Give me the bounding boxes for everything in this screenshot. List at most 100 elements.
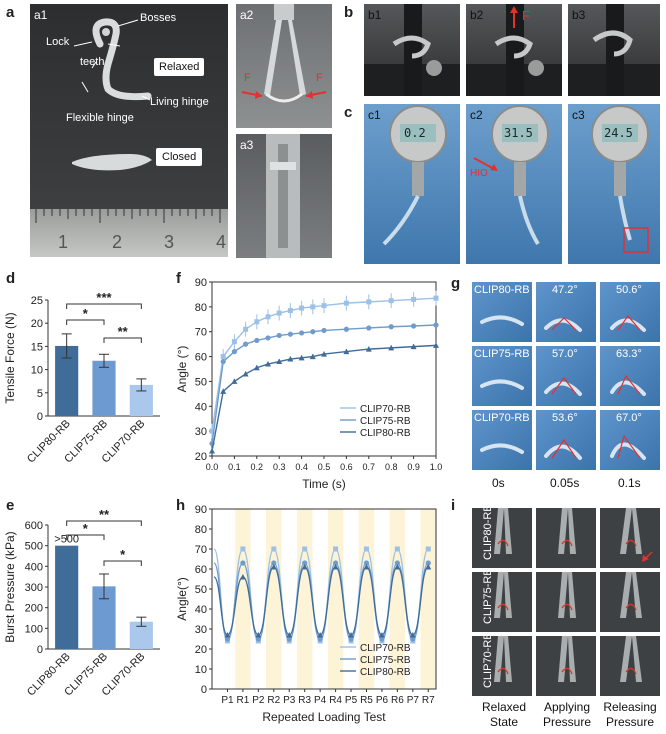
sub-label-a1: a1 — [34, 8, 48, 22]
photo-c3: c3 24.5 — [568, 104, 660, 264]
data-point — [220, 388, 227, 394]
photo-b2: b2 F — [466, 4, 562, 96]
significance-bracket — [66, 319, 105, 325]
data-point — [286, 636, 292, 642]
significance-bracket — [103, 560, 142, 566]
data-point — [255, 632, 262, 638]
y-tick-label: 20 — [195, 644, 207, 656]
g-angle-1-1: 57.0° — [552, 348, 578, 360]
data-point — [231, 349, 237, 355]
y-tick-label: 40 — [195, 604, 207, 616]
data-point — [243, 341, 249, 347]
data-point — [287, 331, 293, 337]
data-point — [231, 378, 238, 384]
g-cell-0-0 — [472, 282, 532, 342]
data-point — [240, 560, 246, 566]
data-point — [366, 325, 372, 331]
data-point — [253, 364, 260, 371]
panel-label-f: f — [176, 270, 181, 287]
panel-label-i: i — [451, 497, 456, 514]
data-point — [240, 546, 246, 552]
force-label-right: F — [316, 72, 323, 84]
data-point — [287, 308, 293, 314]
panel-g-grid: CLIP80-RB 47.2° 50.6° CLIP75-RB 57.0° 63… — [472, 282, 662, 492]
data-point — [425, 560, 431, 566]
y-tick-label: 0 — [37, 644, 43, 656]
data-point — [301, 564, 308, 570]
x-tick-label: 0.8 — [385, 462, 398, 472]
g-angle-1-2: 63.3° — [616, 348, 642, 360]
g-cell-2-2 — [600, 410, 660, 470]
data-point — [394, 546, 400, 552]
clip-illustration — [72, 18, 152, 171]
y-tick-label: 50 — [195, 584, 207, 596]
y-tick-label: 600 — [25, 520, 43, 532]
y-tick-label: 200 — [25, 603, 43, 615]
y-tick-label: 30 — [195, 426, 207, 438]
y-tick-label: 80 — [195, 302, 207, 314]
y-tick-label: 30 — [195, 624, 207, 636]
g-angle-0-1: 47.2° — [552, 284, 578, 296]
forceps-a2 — [241, 4, 327, 103]
label-lock: Lock — [46, 36, 70, 48]
ruler — [30, 209, 228, 257]
x-tick-label: 0.2 — [251, 462, 264, 472]
data-point — [276, 358, 283, 365]
g-clip-overlays — [480, 315, 646, 460]
x-tick-label: 0.1 — [228, 462, 241, 472]
sub-label-b3: b3 — [572, 8, 586, 22]
panel-label-e: e — [6, 497, 15, 514]
plot-frame — [211, 508, 437, 690]
data-point — [243, 326, 249, 332]
data-point — [433, 322, 439, 328]
data-point — [410, 343, 417, 350]
photo-c2: c2 31.5 HIO — [466, 104, 562, 264]
i-row-label-1: CLIP75-RB — [482, 568, 494, 624]
shaded-band — [327, 509, 344, 689]
gauge-c2 — [473, 105, 549, 246]
data-point — [254, 337, 260, 344]
data-point — [321, 351, 327, 357]
data-point — [220, 358, 226, 365]
panel-label-d: d — [6, 270, 16, 287]
data-point — [309, 353, 316, 360]
x-axis-label: Time (s) — [302, 477, 346, 491]
chart-angle-vs-time: 20 30 40 50 60 70 80 90 0.0 0.1 0.2 0.3 0.4 0.5 0.6 0.7… — [175, 277, 442, 491]
x-tick-label: R3 — [298, 695, 311, 706]
data-point — [411, 296, 417, 302]
g-angle-0-2: 50.6° — [616, 284, 642, 296]
i-row-label-0: CLIP80-RB — [482, 504, 494, 560]
data-point — [321, 303, 327, 309]
data-point — [348, 632, 355, 638]
panel-label-h: h — [176, 497, 186, 514]
data-point — [254, 319, 260, 325]
y-tick-label: 400 — [25, 561, 43, 573]
bar — [129, 384, 153, 416]
x-tick-label: 0.6 — [340, 462, 353, 472]
x-tick-label: P5 — [345, 695, 358, 706]
sub-label-b1: b1 — [368, 8, 382, 22]
x-tick-label: 0.3 — [273, 462, 286, 472]
i-col-label-0a: Relaxed — [481, 700, 527, 714]
data-point — [411, 323, 417, 329]
data-point — [388, 324, 394, 330]
i-col-label-2b: Pressure — [605, 715, 655, 729]
i-forceps-overlays — [494, 508, 653, 682]
data-point — [299, 330, 305, 336]
y-tick-label: 10 — [31, 365, 43, 377]
data-point — [321, 327, 327, 334]
y-tick-label: 5 — [37, 388, 43, 400]
significance-mark: * — [83, 306, 89, 321]
photo-b3: b3 — [568, 4, 660, 96]
g-cell-0-2 — [600, 282, 660, 342]
sub-label-c2: c2 — [470, 108, 483, 122]
y-tick-label: 300 — [25, 582, 43, 594]
clip-b2 — [466, 4, 562, 96]
photo-c1: c1 0.2 — [364, 104, 460, 264]
i-row-label-2: CLIP70-RB — [482, 632, 494, 688]
g-time-2: 0.1s — [618, 476, 641, 490]
y-tick-label: 0 — [201, 684, 207, 696]
shaded-band — [235, 509, 251, 689]
